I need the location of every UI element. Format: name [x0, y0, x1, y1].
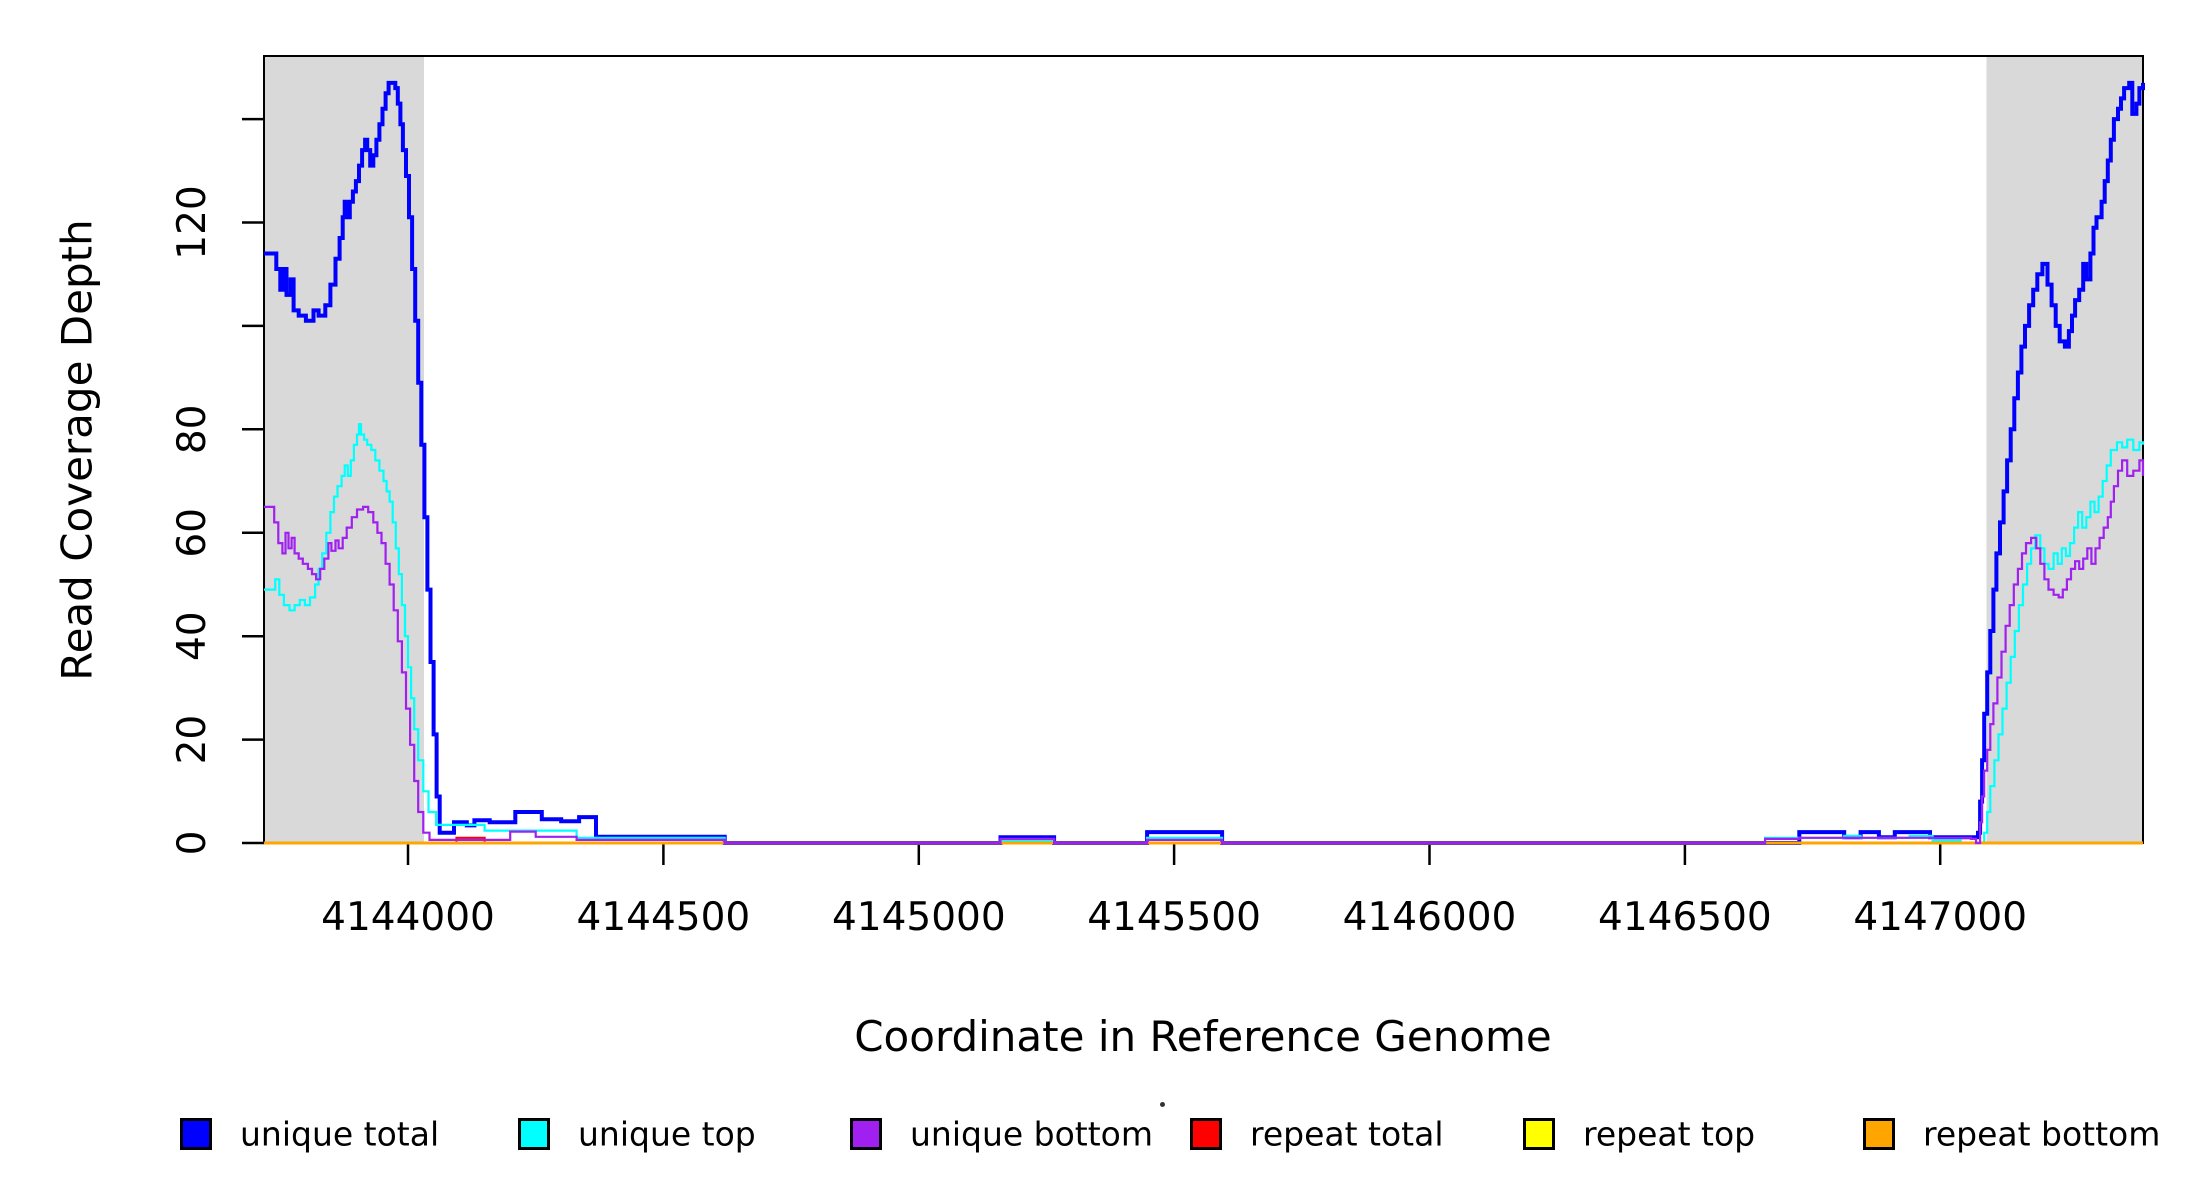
legend-label-repeat-total: repeat total [1250, 1114, 1444, 1154]
legend-swatch-repeat-top [1523, 1118, 1555, 1150]
legend-item-repeat-top: repeat top [1523, 1112, 1755, 1156]
legend-label-repeat-bottom: repeat bottom [1923, 1114, 2161, 1154]
legend-swatch-repeat-total [1190, 1118, 1222, 1150]
legend-swatch-unique-total [180, 1118, 212, 1150]
x-axis-title: Coordinate in Reference Genome [854, 1012, 1552, 1061]
y-tick-label: 20 [170, 715, 215, 765]
legend-item-unique-bottom: unique bottom [850, 1112, 1153, 1156]
series-unique-top-line [264, 423, 2145, 845]
x-tick-label: 4146000 [1343, 895, 1517, 940]
x-tick-label: 4144000 [321, 895, 495, 940]
y-tick-label: 0 [170, 831, 215, 856]
y-tick-label: 40 [170, 611, 215, 661]
legend-label-repeat-top: repeat top [1583, 1114, 1756, 1154]
highlight-band [264, 56, 424, 843]
stray-mark [1160, 1102, 1165, 1107]
plot-border [263, 55, 2144, 844]
legend-swatch-unique-bottom [850, 1118, 882, 1150]
legend-item-unique-total: unique total [180, 1112, 439, 1156]
y-tick-label: 120 [170, 185, 215, 259]
legend-item-repeat-total: repeat total [1190, 1112, 1444, 1156]
legend-swatch-repeat-bottom [1863, 1118, 1895, 1150]
legend-label-unique-bottom: unique bottom [910, 1114, 1154, 1154]
y-tick-label: 80 [170, 404, 215, 454]
series-unique-bottom-line [264, 459, 2145, 845]
legend-label-unique-top: unique top [578, 1114, 756, 1154]
legend-label-unique-total: unique total [240, 1114, 440, 1154]
y-tick-label: 60 [170, 508, 215, 558]
x-tick-label: 4144500 [577, 895, 751, 940]
legend-item-repeat-bottom: repeat bottom [1863, 1112, 2160, 1156]
x-tick-label: 4147000 [1853, 895, 2027, 940]
legend-item-unique-top: unique top [518, 1112, 756, 1156]
x-tick-label: 4145500 [1087, 895, 1261, 940]
x-tick-label: 4146500 [1598, 895, 1772, 940]
series-unique-total-line [264, 80, 2145, 845]
legend-swatch-unique-top [518, 1118, 550, 1150]
x-tick-label: 4145000 [832, 895, 1006, 940]
y-axis-title: Read Coverage Depth [52, 219, 102, 681]
